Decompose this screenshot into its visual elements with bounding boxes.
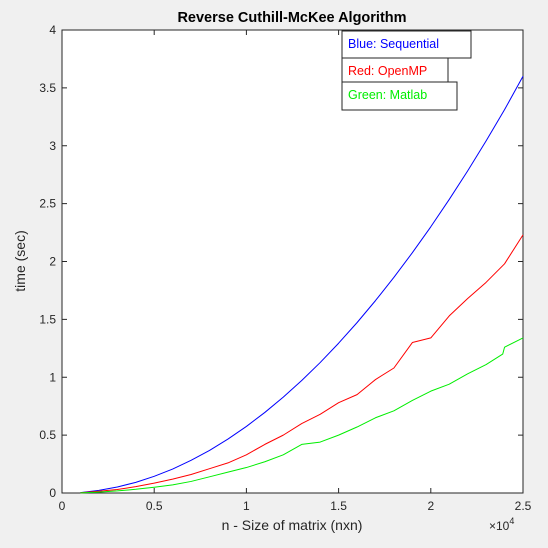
y-tick-label: 1 (49, 370, 56, 384)
x-tick-label: 0 (59, 499, 66, 513)
series-line (80, 76, 524, 494)
y-tick-label: 3.5 (39, 81, 56, 95)
y-tick-label: 2.5 (39, 197, 56, 211)
y-tick-label: 3 (49, 139, 56, 153)
annotation-layer: Blue: Sequential Red: OpenMP Green: Matlab (341, 30, 472, 111)
tick-layer: 0 0.5 1 1.5 2 2.5 0 0.5 1 1.5 2 2.5 3 3.5 4 (39, 23, 531, 513)
series-line (80, 337, 524, 494)
x-tick-label: 1 (243, 499, 250, 513)
x-tick-label: 0.5 (146, 499, 163, 513)
y-tick-label: 4 (49, 23, 56, 37)
x-axis-exponent-label: ×104 (489, 516, 514, 533)
y-tick-label: 0.5 (39, 428, 56, 442)
annotation-box (341, 30, 472, 59)
x-tick-label: 1.5 (330, 499, 347, 513)
x-axis-exponent-base: ×10 (489, 519, 510, 533)
y-axis-label: time (sec) (12, 230, 28, 291)
annotation-text: Blue: Sequential (348, 37, 439, 51)
y-tick-label: 0 (49, 486, 56, 500)
annotation-text: Green: Matlab (348, 88, 427, 102)
x-tick-label: 2.5 (515, 499, 532, 513)
annotation-box (341, 81, 458, 111)
series-line (80, 234, 524, 494)
y-tick-label: 2 (49, 255, 56, 269)
x-axis-exponent-power: 4 (509, 516, 514, 526)
y-tick-label: 1.5 (39, 312, 56, 326)
chart-title: Reverse Cuthill-McKee Algorithm (177, 10, 406, 26)
x-tick-label: 2 (427, 499, 434, 513)
series-layer (80, 76, 524, 494)
annotation-text: Red: OpenMP (348, 64, 427, 78)
x-axis-label: n - Size of matrix (nxn) (222, 517, 363, 533)
